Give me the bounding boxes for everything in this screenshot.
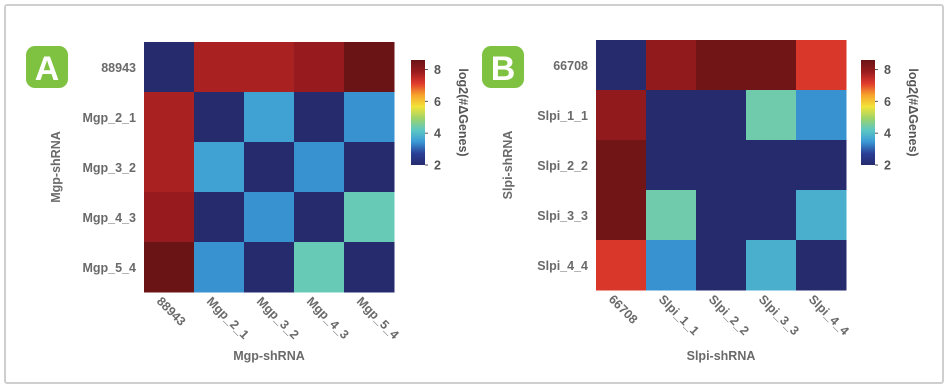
row-tick-label: Slpi_3_3 <box>537 209 588 223</box>
heatmap-cell <box>294 92 345 143</box>
heatmap-cell <box>646 40 697 91</box>
x-axis-label: Mgp-shRNA <box>233 349 305 363</box>
panel-label: A <box>35 50 60 88</box>
colorbar-tick-label: 2 <box>884 159 891 173</box>
heatmap-cell <box>194 242 245 293</box>
heatmap-panel-b: B 66708Slpi_1_1Slpi_2_2Slpi_3_3Slpi_4_466… <box>482 40 920 363</box>
colorbar-tick-label: 6 <box>434 95 441 109</box>
heatmap-cell <box>144 242 195 293</box>
heatmap-cell <box>244 142 295 193</box>
heatmap-cell <box>344 192 395 243</box>
heatmap-cell <box>746 40 797 91</box>
row-tick-label: Mgp_5_4 <box>83 261 137 275</box>
heatmap-cell <box>696 90 747 141</box>
heatmap-cell <box>746 240 797 291</box>
col-tick-label: Mgp_2_1 <box>204 294 252 342</box>
row-tick-label: 66708 <box>553 59 588 73</box>
heatmap-cell <box>294 142 345 193</box>
colorbar-label: log2(#ΔGenes) <box>906 68 920 156</box>
col-tick-label: Mgp_5_4 <box>354 294 402 342</box>
heatmap-cell <box>796 140 847 191</box>
heatmap-cell <box>596 40 647 91</box>
heatmap-cell <box>244 242 295 293</box>
row-tick-label: Mgp_3_2 <box>83 161 137 175</box>
colorbar-tick-label: 2 <box>434 159 441 173</box>
heatmap-cell <box>244 92 295 143</box>
col-tick-label: 66708 <box>606 292 641 327</box>
figure-frame: A 88943 Mgp_2_1 Mgp_3_2 Mgp_4_3 Mgp_5_4 88943 M… <box>4 4 944 384</box>
heatmap-cell <box>746 140 797 191</box>
colorbar-label: log2(#ΔGenes) <box>456 68 470 156</box>
colorbar-tick-label: 4 <box>434 127 441 141</box>
heatmap-cell <box>646 190 697 241</box>
heatmap-cell <box>646 240 697 291</box>
heatmap-cell <box>696 140 747 191</box>
row-tick-label: Mgp_4_3 <box>83 211 137 225</box>
col-tick-label: Slpi_4_4 <box>806 292 852 338</box>
heatmap-cell <box>244 192 295 243</box>
heatmap-cell <box>144 42 195 93</box>
heatmap-cell <box>796 40 847 91</box>
colorbar: 2 4 6 8 log2(#ΔGenes) <box>411 60 470 173</box>
panel-label-badge: B <box>482 46 524 88</box>
heatmap-cell <box>746 90 797 141</box>
heatmap-cell <box>244 42 295 93</box>
heatmap-cell <box>596 240 647 291</box>
heatmap-cell <box>344 42 395 93</box>
row-tick-label: Mgp_2_1 <box>83 111 137 125</box>
heatmap-cell <box>596 90 647 141</box>
heatmap-cell <box>194 42 245 93</box>
heatmap-cell <box>646 140 697 191</box>
heatmap-cell <box>646 90 697 141</box>
heatmap-cell <box>194 192 245 243</box>
colorbar-tick-label: 8 <box>434 63 441 77</box>
heatmap-cell <box>344 92 395 143</box>
heatmap-cell <box>796 90 847 141</box>
x-axis-label: Slpi-shRNA <box>687 349 756 363</box>
y-axis-label: Mgp-shRNA <box>49 131 63 203</box>
heatmap-cell <box>294 242 345 293</box>
heatmap-cell <box>194 92 245 143</box>
col-tick-label: Slpi_1_1 <box>656 292 702 338</box>
panel-label: B <box>491 50 516 88</box>
heatmap-cell <box>144 92 195 143</box>
panel-label-badge: A <box>26 46 68 88</box>
colorbar: 2 4 6 8 log2(#ΔGenes) <box>861 60 920 173</box>
colorbar-tick-label: 8 <box>884 63 891 77</box>
heatmap-cell <box>194 142 245 193</box>
heatmap-cell <box>144 192 195 243</box>
row-tick-label: Slpi_2_2 <box>537 159 588 173</box>
col-tick-label: Slpi_2_2 <box>706 292 752 338</box>
heatmap-cell <box>696 190 747 241</box>
col-tick-label: Mgp_4_3 <box>304 294 352 342</box>
heatmap-cell <box>344 142 395 193</box>
colorbar-tick-label: 4 <box>884 127 891 141</box>
heatmap-cell <box>294 42 345 93</box>
row-tick-label: Slpi_4_4 <box>537 259 588 273</box>
heatmap-cell <box>696 240 747 291</box>
heatmap-cell <box>596 190 647 241</box>
heatmap-cell <box>144 142 195 193</box>
heatmap-cell <box>344 242 395 293</box>
colorbar-tick-label: 6 <box>884 95 891 109</box>
row-tick-label: 88943 <box>101 61 136 75</box>
row-tick-label: Slpi_1_1 <box>537 109 588 123</box>
heatmap-cell <box>294 192 345 243</box>
heatmap-cell <box>696 40 747 91</box>
heatmap-cell <box>746 190 797 241</box>
y-axis-label: Slpi-shRNA <box>501 131 515 200</box>
col-tick-label: 88943 <box>154 294 189 329</box>
col-tick-label: Mgp_3_2 <box>254 294 302 342</box>
col-tick-label: Slpi_3_3 <box>756 292 802 338</box>
heatmap-cell <box>796 190 847 241</box>
heatmap-cell <box>596 140 647 191</box>
heatmap-cell <box>796 240 847 291</box>
